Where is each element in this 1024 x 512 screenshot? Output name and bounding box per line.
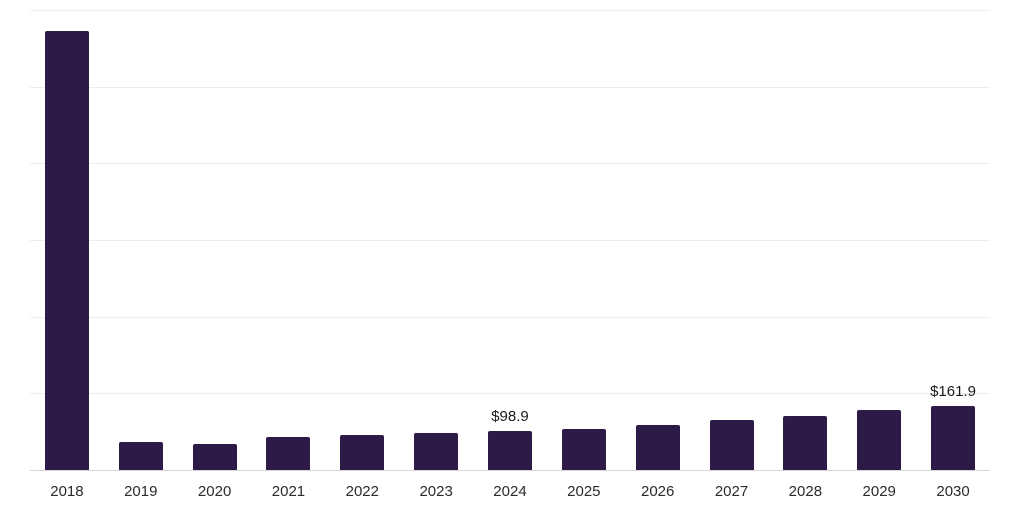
bar-group-2024: $98.9: [473, 10, 547, 470]
x-tick-2025: 2025: [567, 483, 601, 500]
bar-group-2027: [695, 10, 769, 470]
bar-2018: [44, 30, 89, 470]
data-label-2030: $161.9: [930, 383, 976, 401]
bar-group-2019: [104, 10, 178, 470]
x-tick-2020: 2020: [197, 483, 232, 500]
bars-container: $98.9 $161.9: [30, 10, 990, 470]
bar-2027: [709, 419, 754, 470]
x-axis-line: [30, 470, 990, 471]
bar-2024: [487, 430, 532, 470]
bar-group-2030: $161.9: [916, 10, 990, 470]
bar-group-2020: [178, 10, 252, 470]
bar-2025: [561, 428, 606, 470]
x-tick-2029: 2029: [862, 483, 896, 500]
bar-2023: [414, 432, 459, 470]
bar-2028: [783, 415, 828, 470]
bar-group-2022: [325, 10, 399, 470]
bar-2021: [266, 436, 311, 470]
x-tick-2023: 2023: [419, 483, 453, 500]
bar-group-2018: [30, 10, 104, 470]
bar-2020: [192, 443, 237, 470]
bar-group-2023: [399, 10, 473, 470]
bar-2019: [118, 442, 163, 470]
gridline: [30, 10, 990, 11]
bar-group-2026: [621, 10, 695, 470]
x-tick-2021: 2021: [271, 483, 306, 500]
bar-2026: [635, 425, 680, 470]
gridline: [30, 393, 990, 395]
bar-2029: [857, 410, 902, 470]
x-tick-2022: 2022: [345, 483, 379, 500]
x-axis-labels: 2018 2019 2020 2021 2022 2023 2024 2025 2026 2027…: [30, 483, 990, 500]
gridline: [30, 86, 990, 88]
bar-group-2025: [547, 10, 621, 470]
gridline: [30, 240, 990, 241]
x-tick-2028: 2028: [788, 483, 823, 500]
data-label-2024: $98.9: [491, 407, 529, 425]
bar-2022: [340, 434, 385, 470]
x-tick-2018: 2018: [50, 483, 84, 500]
bar-group-2029: [842, 10, 916, 470]
bar-2030: [931, 406, 976, 470]
x-tick-2030: 2030: [936, 483, 970, 500]
bar-group-2021: [252, 10, 326, 470]
x-tick-2026: 2026: [640, 483, 675, 500]
x-tick-2027: 2027: [714, 483, 749, 500]
gridline: [30, 163, 990, 165]
x-tick-2024: 2024: [493, 483, 527, 500]
gridline: [30, 316, 990, 318]
x-tick-2019: 2019: [124, 483, 158, 500]
bar-group-2028: [768, 10, 842, 470]
